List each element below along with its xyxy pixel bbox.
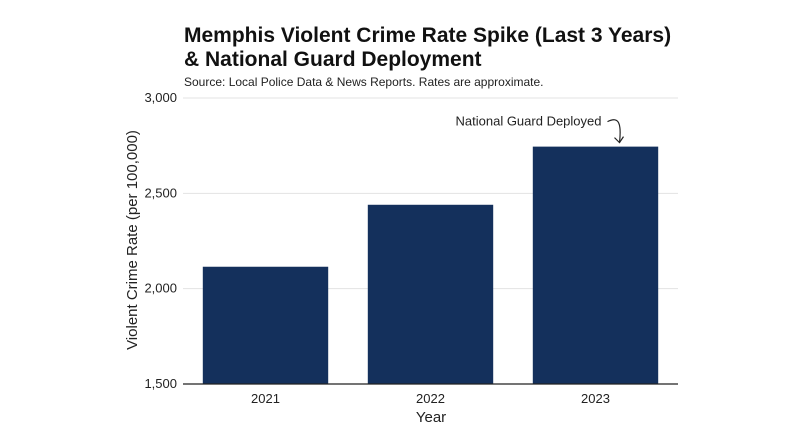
bar-2022 bbox=[367, 204, 494, 384]
bar-2021 bbox=[202, 266, 329, 384]
y-tick-label: 2,000 bbox=[144, 281, 177, 296]
bar-2023 bbox=[532, 146, 659, 384]
y-tick-label: 2,500 bbox=[144, 185, 177, 200]
x-tick-label: 2023 bbox=[581, 391, 610, 406]
chart-subtitle: Source: Local Police Data & News Reports… bbox=[184, 75, 544, 89]
x-tick-label: 2022 bbox=[416, 391, 445, 406]
y-tick-label: 3,000 bbox=[144, 90, 177, 105]
y-tick-label: 1,500 bbox=[144, 376, 177, 391]
annotation-arrowhead bbox=[614, 136, 624, 144]
annotation-label: National Guard Deployed bbox=[456, 114, 602, 129]
y-axis-label: Violent Crime Rate (per 100,000) bbox=[124, 130, 141, 350]
x-axis-label: Year bbox=[416, 409, 446, 426]
chart-title-line-1: Memphis Violent Crime Rate Spike (Last 3… bbox=[184, 24, 671, 47]
axis-layer: 1,500 2,000 2,500 3,000 2021 2022 2023 bbox=[144, 90, 678, 406]
x-tick-label: 2021 bbox=[251, 391, 280, 406]
annotation-layer: National Guard Deployed bbox=[456, 114, 624, 144]
chart-title-line-2: & National Guard Deployment bbox=[184, 48, 482, 71]
bars-layer bbox=[202, 146, 659, 384]
annotation-arrow bbox=[607, 119, 621, 143]
